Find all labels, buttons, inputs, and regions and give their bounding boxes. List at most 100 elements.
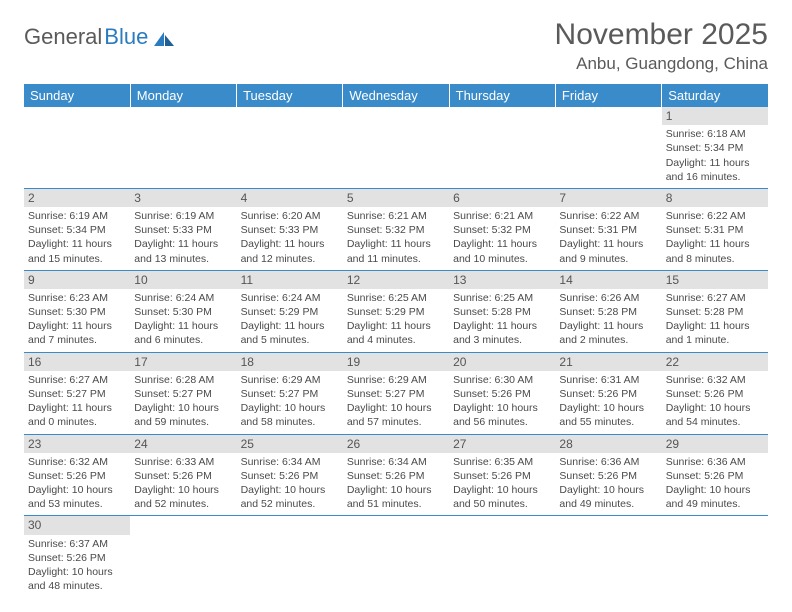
sunrise-text: Sunrise: 6:29 AM [347, 373, 445, 387]
sunset-text: Sunset: 5:26 PM [241, 469, 339, 483]
day-number: 28 [555, 435, 661, 453]
day-number: 19 [343, 353, 449, 371]
empty-cell [555, 107, 661, 188]
day-number: 23 [24, 435, 130, 453]
daylight-text: Daylight: 11 hours and 5 minutes. [241, 319, 339, 347]
day-number: 22 [662, 353, 768, 371]
day-cell: 15Sunrise: 6:27 AMSunset: 5:28 PMDayligh… [662, 270, 768, 352]
daylight-text: Daylight: 10 hours and 54 minutes. [666, 401, 764, 429]
daylight-text: Daylight: 11 hours and 4 minutes. [347, 319, 445, 347]
daylight-text: Daylight: 11 hours and 11 minutes. [347, 237, 445, 265]
calendar-row: 30Sunrise: 6:37 AMSunset: 5:26 PMDayligh… [24, 516, 768, 597]
empty-cell [343, 516, 449, 597]
header: GeneralBlue November 2025 Anbu, Guangdon… [24, 18, 768, 74]
daylight-text: Daylight: 10 hours and 58 minutes. [241, 401, 339, 429]
day-cell: 8Sunrise: 6:22 AMSunset: 5:31 PMDaylight… [662, 188, 768, 270]
sunset-text: Sunset: 5:26 PM [666, 469, 764, 483]
sunrise-text: Sunrise: 6:33 AM [134, 455, 232, 469]
sunrise-text: Sunrise: 6:27 AM [666, 291, 764, 305]
day-cell: 17Sunrise: 6:28 AMSunset: 5:27 PMDayligh… [130, 352, 236, 434]
daylight-text: Daylight: 11 hours and 2 minutes. [559, 319, 657, 347]
sunrise-text: Sunrise: 6:28 AM [134, 373, 232, 387]
sunrise-text: Sunrise: 6:27 AM [28, 373, 126, 387]
empty-cell [555, 516, 661, 597]
day-number: 6 [449, 189, 555, 207]
empty-cell [449, 516, 555, 597]
daylight-text: Daylight: 10 hours and 53 minutes. [28, 483, 126, 511]
calendar-row: 16Sunrise: 6:27 AMSunset: 5:27 PMDayligh… [24, 352, 768, 434]
sunrise-text: Sunrise: 6:21 AM [347, 209, 445, 223]
sunset-text: Sunset: 5:26 PM [453, 469, 551, 483]
empty-cell [343, 107, 449, 188]
day-number: 20 [449, 353, 555, 371]
weekday-header: Friday [555, 84, 661, 107]
logo-text-gray: General [24, 24, 102, 50]
calendar-row: 23 Sunrise: 6:32 AM Sunset: 5:26 PM Dayligh… [24, 434, 768, 516]
logo: GeneralBlue [24, 18, 176, 50]
daylight-text: Daylight: 11 hours and 7 minutes. [28, 319, 126, 347]
sunset-text: Sunset: 5:31 PM [666, 223, 764, 237]
daylight-text: Daylight: 10 hours and 59 minutes. [134, 401, 232, 429]
month-title: November 2025 [555, 18, 768, 52]
day-number: 10 [130, 271, 236, 289]
day-cell: 29Sunrise: 6:36 AMSunset: 5:26 PMDayligh… [662, 434, 768, 516]
daylight-text: Daylight: 11 hours and 3 minutes. [453, 319, 551, 347]
sunset-text: Sunset: 5:26 PM [666, 387, 764, 401]
day-cell: 1Sunrise: 6:18 AMSunset: 5:34 PMDaylight… [662, 107, 768, 188]
weekday-header: Sunday [24, 84, 130, 107]
day-number: 21 [555, 353, 661, 371]
empty-cell [130, 516, 236, 597]
daylight-text: Daylight: 11 hours and 8 minutes. [666, 237, 764, 265]
daylight-text: Daylight: 10 hours and 49 minutes. [559, 483, 657, 511]
weekday-header: Thursday [449, 84, 555, 107]
daylight-text: Daylight: 11 hours and 12 minutes. [241, 237, 339, 265]
day-number: 7 [555, 189, 661, 207]
sunrise-text: Sunrise: 6:32 AM [28, 455, 126, 469]
daylight-text: Daylight: 11 hours and 10 minutes. [453, 237, 551, 265]
day-number: 27 [449, 435, 555, 453]
day-number: 5 [343, 189, 449, 207]
day-number: 13 [449, 271, 555, 289]
daylight-text: Daylight: 11 hours and 13 minutes. [134, 237, 232, 265]
sunrise-text: Sunrise: 6:34 AM [347, 455, 445, 469]
day-number: 24 [130, 435, 236, 453]
day-number: 15 [662, 271, 768, 289]
sunrise-text: Sunrise: 6:19 AM [134, 209, 232, 223]
sunset-text: Sunset: 5:33 PM [241, 223, 339, 237]
day-cell: 19Sunrise: 6:29 AMSunset: 5:27 PMDayligh… [343, 352, 449, 434]
day-number: 18 [237, 353, 343, 371]
day-cell: 3Sunrise: 6:19 AMSunset: 5:33 PMDaylight… [130, 188, 236, 270]
day-cell: 4Sunrise: 6:20 AMSunset: 5:33 PMDaylight… [237, 188, 343, 270]
day-cell: 6Sunrise: 6:21 AMSunset: 5:32 PMDaylight… [449, 188, 555, 270]
calendar-row: 1Sunrise: 6:18 AMSunset: 5:34 PMDaylight… [24, 107, 768, 188]
sunset-text: Sunset: 5:30 PM [134, 305, 232, 319]
day-cell: 13Sunrise: 6:25 AMSunset: 5:28 PMDayligh… [449, 270, 555, 352]
sunset-text: Sunset: 5:28 PM [453, 305, 551, 319]
sunrise-text: Sunrise: 6:25 AM [347, 291, 445, 305]
day-cell: 25Sunrise: 6:34 AMSunset: 5:26 PMDayligh… [237, 434, 343, 516]
calendar-table: SundayMondayTuesdayWednesdayThursdayFrid… [24, 84, 768, 597]
empty-cell [24, 107, 130, 188]
sunrise-text: Sunrise: 6:29 AM [241, 373, 339, 387]
sunrise-text: Sunrise: 6:26 AM [559, 291, 657, 305]
day-cell: 28Sunrise: 6:36 AMSunset: 5:26 PMDayligh… [555, 434, 661, 516]
title-block: November 2025 Anbu, Guangdong, China [555, 18, 768, 74]
day-number: 30 [24, 516, 130, 534]
sunset-text: Sunset: 5:31 PM [559, 223, 657, 237]
day-cell: 26Sunrise: 6:34 AMSunset: 5:26 PMDayligh… [343, 434, 449, 516]
day-number: 8 [662, 189, 768, 207]
day-cell: 30Sunrise: 6:37 AMSunset: 5:26 PMDayligh… [24, 516, 130, 597]
calendar-body: 1Sunrise: 6:18 AMSunset: 5:34 PMDaylight… [24, 107, 768, 597]
daylight-text: Daylight: 10 hours and 51 minutes. [347, 483, 445, 511]
day-number: 3 [130, 189, 236, 207]
daylight-text: Daylight: 10 hours and 52 minutes. [134, 483, 232, 511]
day-number: 17 [130, 353, 236, 371]
day-number: 25 [237, 435, 343, 453]
empty-cell [237, 516, 343, 597]
day-number: 14 [555, 271, 661, 289]
empty-cell [237, 107, 343, 188]
sunset-text: Sunset: 5:26 PM [559, 387, 657, 401]
sunset-text: Sunset: 5:34 PM [28, 223, 126, 237]
day-cell: 2Sunrise: 6:19 AMSunset: 5:34 PMDaylight… [24, 188, 130, 270]
day-number: 4 [237, 189, 343, 207]
